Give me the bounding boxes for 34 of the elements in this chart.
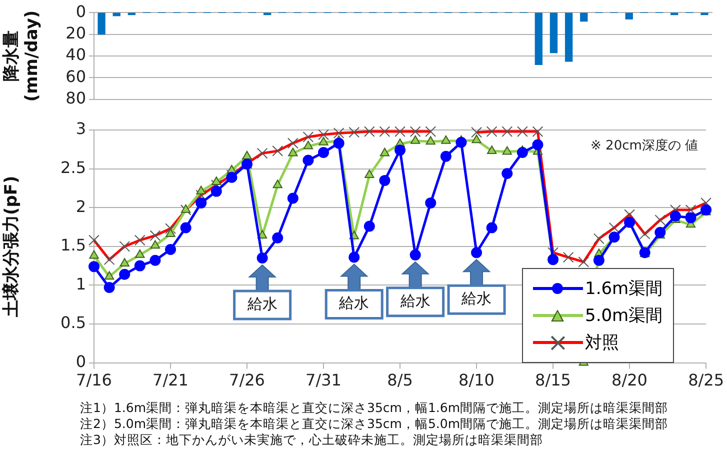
y-tick-label: 60 xyxy=(66,66,86,86)
y-tick-label: 0 xyxy=(76,2,86,21)
x-tick-label: 8/5 xyxy=(387,370,413,390)
y-tick-label: 20 xyxy=(66,23,86,42)
annotation: 給水 xyxy=(338,294,370,312)
y-axis-title: 降水量 (mm/day) xyxy=(2,10,42,102)
annotation: 給水 xyxy=(460,290,492,308)
x-tick-label: 8/15 xyxy=(535,370,571,390)
y-tick-label: 80 xyxy=(66,88,86,108)
x-tick-label: 7/21 xyxy=(152,370,188,390)
x-tick-label: 7/26 xyxy=(229,370,265,390)
annotation: 給水 xyxy=(399,292,430,310)
y-axis-title: 土壌水分張力(pF) xyxy=(2,176,22,318)
x-tick-label: 8/20 xyxy=(612,370,648,390)
x-tick-label: 8/25 xyxy=(688,370,724,390)
x-tick-label: 7/16 xyxy=(76,370,112,390)
y-tick-label: 2 xyxy=(76,196,86,216)
y-tick-label: 1 xyxy=(76,274,86,294)
y-tick-label: 1.5 xyxy=(60,236,86,255)
legend-label: 対照 xyxy=(585,332,619,354)
text: 注3）対照区：地下かんがい未実施で，心土破砕未施工。測定場所は暗渠渠間部 xyxy=(80,432,544,448)
x-tick-label: 8/10 xyxy=(458,370,494,390)
y-tick-label: 2.5 xyxy=(60,158,86,177)
text: 注2）5.0m渠間：弾丸暗渠を本暗渠と直交に深さ35cm，幅5.0m間隔で施工。測定場所は暗渠渠間部 xyxy=(80,416,668,432)
x-tick-label: 7/31 xyxy=(306,370,342,390)
annotation: ※ 20cm深度の 値 xyxy=(590,137,698,154)
text: 注1）1.6m渠間：弾丸暗渠を本暗渠と直交に深さ35cm，幅1.6m間隔で施工。測定場所は暗渠渠間部 xyxy=(80,400,668,416)
legend-label: 5.0m渠間 xyxy=(585,305,663,327)
y-tick-label: 0.5 xyxy=(60,313,86,332)
y-tick-label: 3 xyxy=(76,119,86,138)
annotation: 給水 xyxy=(246,294,278,313)
y-tick-label: 40 xyxy=(66,45,86,64)
y-tick-label: 0 xyxy=(76,352,86,371)
legend-label: 1.6m渠間 xyxy=(585,278,663,300)
